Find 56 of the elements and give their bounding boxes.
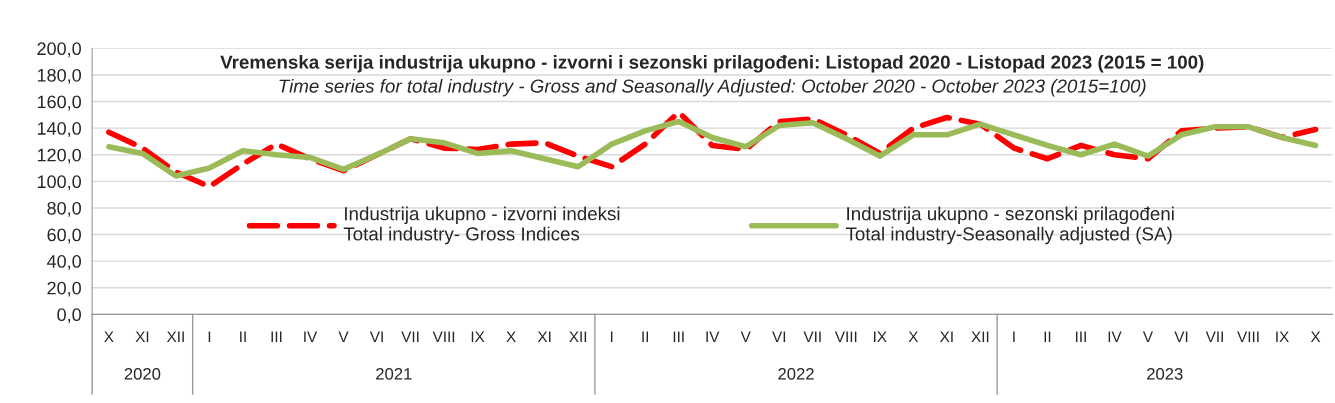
chart-title: Vremenska serija industrija ukupno - izvorni i sezonski prilagođeni: Listopad 2020 - Listopad 2023 (2015 = 100)	[220, 55, 1204, 73]
x-tick-label: VII	[1205, 331, 1223, 343]
x-tick-label: VII	[803, 331, 821, 343]
x-tick-label: IX	[874, 331, 887, 343]
x-tick-label: XI	[537, 331, 551, 343]
y-tick-label: 0,0	[57, 308, 81, 324]
x-tick-label: IV	[706, 331, 720, 343]
x-tick-label: IX	[471, 331, 485, 343]
x-tick-label: X	[506, 331, 516, 343]
x-tick-label: VI	[1174, 331, 1188, 343]
x-tick-label: I	[208, 331, 211, 343]
x-tick-label: III	[673, 331, 684, 343]
y-tick-label: 40,0	[46, 255, 81, 270]
text: 2021	[376, 367, 412, 380]
x-tick-label: II	[1044, 331, 1051, 343]
y-tick-label: 160,0	[37, 95, 81, 111]
text: 2023	[1147, 367, 1183, 380]
x-tick-label: XI	[135, 331, 149, 343]
x-tick-label: V	[740, 331, 751, 343]
x-tick-label: X	[908, 331, 919, 343]
x-tick-label: V	[1142, 331, 1153, 343]
x-tick-label: X	[1310, 331, 1321, 343]
y-tick-label: 200,0	[37, 42, 81, 58]
x-tick-label: II	[642, 331, 649, 343]
text: 2022	[778, 367, 814, 380]
y-tick-label: 180,0	[37, 68, 81, 84]
text: Time series for total industry - Gross and Seasonally Adjusted: October 2020 - October 2023 (2015=100)	[279, 78, 1146, 97]
x-tick-label: VIII	[1237, 331, 1259, 343]
x-tick-label: XII	[971, 331, 989, 343]
y-tick-label: 120,0	[37, 148, 81, 164]
x-tick-label: IV	[1108, 331, 1122, 343]
x-tick-label: XI	[939, 331, 953, 343]
x-tick-label: VIII	[432, 331, 455, 343]
x-tick-label: VI	[772, 331, 786, 343]
x-tick-label: III	[1075, 331, 1086, 343]
x-tick-label: VIII	[834, 331, 857, 343]
x-tick-label: VII	[401, 331, 419, 343]
x-tick-label: XII	[166, 331, 184, 343]
y-tick-label: 60,0	[47, 228, 81, 244]
x-tick-label: I	[610, 331, 613, 343]
x-tick-label: X	[104, 331, 114, 343]
x-tick-label: IV	[304, 331, 318, 343]
y-tick-label: 140,0	[37, 122, 81, 138]
x-tick-label: III	[271, 331, 282, 343]
x-tick-label: I	[1013, 331, 1015, 343]
legend-label: Industrija ukupno - izvorni indeksi Total industry- Gross Indices	[343, 206, 620, 245]
x-tick-label: II	[240, 331, 246, 343]
y-tick-label: 100,0	[37, 175, 81, 191]
y-tick-label: 80,0	[47, 201, 81, 217]
x-tick-label: V	[338, 331, 349, 343]
legend-label: Industrija ukupno - sezonski prilagođeni Total industry-Seasonally adjusted (SA)	[845, 206, 1174, 245]
x-tick-label: XII	[569, 331, 587, 343]
text: 2020	[124, 367, 161, 380]
y-tick-label: 20,0	[47, 281, 81, 297]
x-tick-label: IX	[1276, 331, 1289, 343]
x-tick-label: VI	[369, 331, 383, 343]
